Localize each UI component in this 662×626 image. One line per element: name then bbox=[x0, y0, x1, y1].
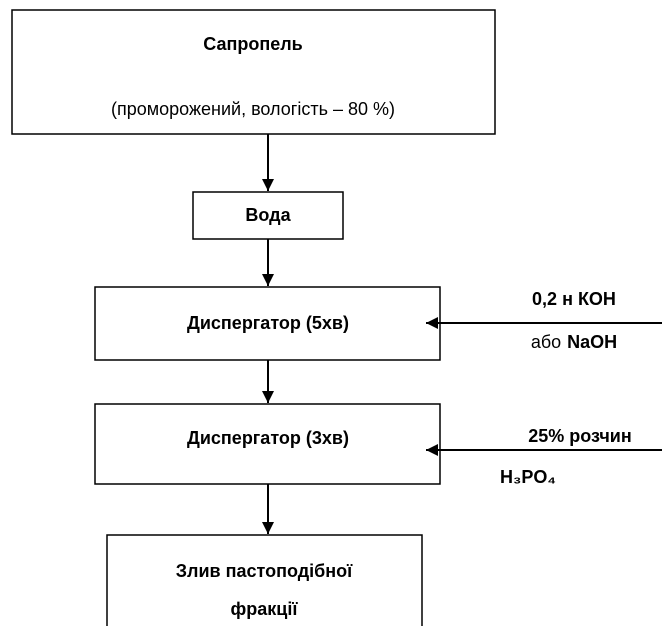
input-label: 0,2 н КОН bbox=[532, 289, 616, 309]
node-title: Сапропель bbox=[203, 34, 302, 54]
node-label: Диспергатор (5хв) bbox=[187, 313, 349, 333]
node-label: Вода bbox=[245, 205, 291, 225]
input-formula: H₃PO₄ bbox=[500, 467, 556, 487]
node-label: фракції bbox=[231, 599, 299, 619]
input-label: 25% розчин bbox=[528, 426, 631, 446]
node-subtitle: (проморожений, вологість – 80 %) bbox=[111, 99, 395, 119]
alt-word: або bbox=[531, 332, 561, 352]
node-box bbox=[106, 534, 423, 626]
node-box bbox=[94, 286, 441, 361]
node-label: Злив пастоподібної bbox=[176, 561, 353, 581]
node-box bbox=[192, 191, 344, 240]
node-box bbox=[11, 9, 496, 135]
node-label: Диспергатор (3хв) bbox=[187, 428, 349, 448]
node-box bbox=[94, 403, 441, 485]
input-alt: або NaOH bbox=[531, 332, 617, 352]
alt-reagent: NaOH bbox=[567, 332, 617, 352]
